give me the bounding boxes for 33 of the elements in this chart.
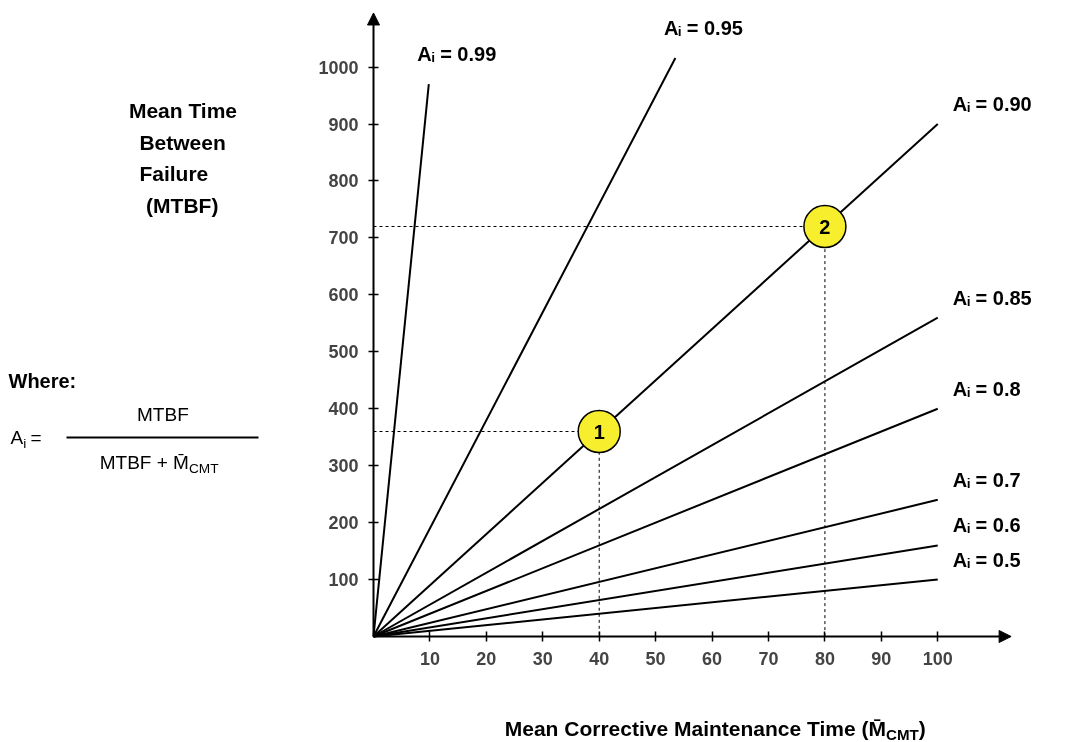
y-axis-title: Mean Time Between Failure (MTBF)	[128, 99, 238, 217]
x-tick-label: 30	[532, 648, 553, 669]
y-tick-label: 600	[328, 285, 359, 306]
series-label: Aᵢ = 0.90	[952, 93, 1032, 116]
y-tick-label: 400	[328, 399, 359, 420]
y-tick-label: 1000	[318, 57, 359, 78]
x-tick-label: 80	[814, 648, 835, 669]
y-tick-label: 500	[328, 342, 359, 363]
x-tick-label: 50	[645, 648, 666, 669]
series-label: Aᵢ = 0.85	[952, 286, 1032, 309]
x-tick-label: 90	[871, 648, 892, 669]
series-label: Aᵢ = 0.8	[952, 377, 1021, 400]
x-tick-label: 100	[922, 648, 953, 669]
series-label: Aᵢ = 0.5	[952, 548, 1021, 571]
y-tick-label: 200	[328, 513, 359, 534]
x-tick-label: 40	[589, 648, 610, 669]
x-tick-label: 60	[702, 648, 723, 669]
text: Where:	[8, 369, 77, 392]
text: MTBF	[137, 404, 189, 425]
annotation: 2	[819, 215, 831, 238]
series-label: Aᵢ = 0.7	[952, 468, 1021, 491]
annotation: 1	[593, 420, 605, 443]
series-label: Aᵢ = 0.6	[952, 514, 1021, 537]
x-tick-label: 10	[419, 648, 440, 669]
y-tick-label: 300	[328, 456, 359, 477]
series-label: Aᵢ = 0.99	[417, 43, 497, 66]
y-tick-label: 800	[328, 171, 359, 192]
y-tick-label: 100	[328, 570, 359, 591]
y-tick-label: 900	[328, 114, 359, 135]
series-label: Aᵢ = 0.95	[663, 16, 743, 39]
x-tick-label: 20	[476, 648, 497, 669]
x-tick-label: 70	[758, 648, 779, 669]
y-tick-label: 700	[328, 228, 359, 249]
